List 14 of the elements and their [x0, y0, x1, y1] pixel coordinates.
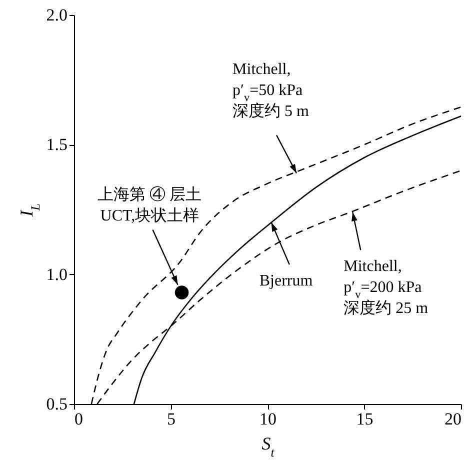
x-tick-label: 20	[444, 410, 462, 428]
annotation: Mitchell, p′$_{v}$=50 kPa 深度约 5 m	[232, 61, 310, 120]
annotation: 上海第 ④ 层土 UCT,块状土样	[98, 186, 202, 225]
y-tick-label: 0.5	[46, 394, 68, 414]
x-tick-label: 10	[260, 410, 276, 428]
annotation: Bjerrum	[259, 272, 314, 290]
annotation: Mitchell, p′$_{v}$=200 kPa 深度约 25 m	[344, 258, 429, 318]
y-tick-label: 1.5	[46, 135, 68, 154]
x-tick-label: 5	[167, 410, 176, 428]
y-tick-label: 2.0	[46, 6, 68, 24]
x-tick-label: 15	[356, 410, 374, 428]
y-tick-label: 1.0	[46, 264, 68, 284]
x-tick-label: 0	[74, 410, 83, 428]
x-axis-title: S$_{t}$	[262, 434, 275, 460]
